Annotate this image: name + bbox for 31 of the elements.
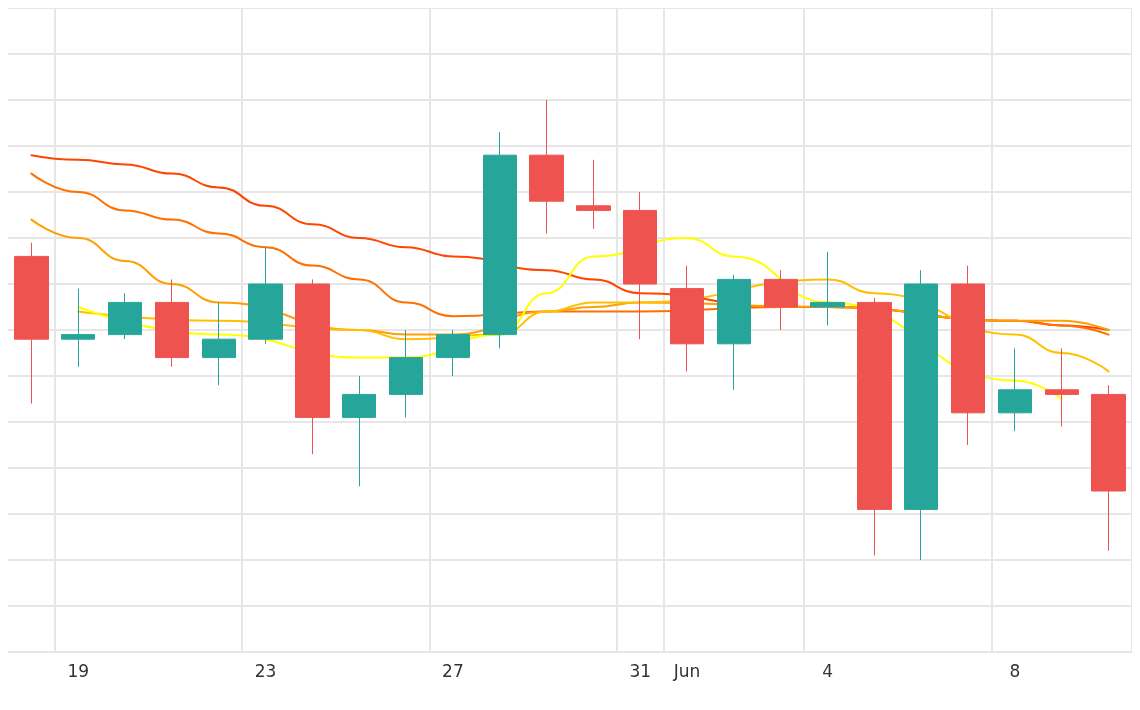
candlestick xyxy=(1091,384,1126,552)
candlestick xyxy=(108,292,142,340)
candlestick xyxy=(295,278,330,455)
candlestick xyxy=(857,297,892,556)
candlestick xyxy=(14,242,49,405)
candlestick xyxy=(248,246,283,345)
candlestick xyxy=(389,329,423,418)
x-tick-label: 31 xyxy=(629,660,652,681)
candlestick xyxy=(764,269,798,331)
candlestick xyxy=(670,265,704,372)
candlestick xyxy=(342,375,376,487)
candlestick xyxy=(576,159,611,230)
candlestick xyxy=(155,278,189,368)
x-tick-label: 19 xyxy=(67,660,90,681)
x-tick-label: Jun xyxy=(672,660,701,681)
candlestick xyxy=(1045,347,1079,428)
candlestick xyxy=(810,251,845,326)
candlestick xyxy=(436,329,470,377)
x-tick-label: 27 xyxy=(442,660,464,681)
candlestick xyxy=(483,131,517,349)
x-tick-label: 23 xyxy=(254,660,277,681)
candlestick xyxy=(61,288,95,368)
x-tick-label: 4 xyxy=(822,660,833,681)
candlestick xyxy=(998,347,1032,432)
candlestick xyxy=(951,265,985,446)
candlestick xyxy=(623,191,657,340)
candlestick xyxy=(529,99,564,234)
candlestick xyxy=(904,269,938,561)
x-tick-label: 8 xyxy=(1009,660,1021,681)
candlestick xyxy=(717,274,751,391)
candlestick xyxy=(202,301,236,386)
